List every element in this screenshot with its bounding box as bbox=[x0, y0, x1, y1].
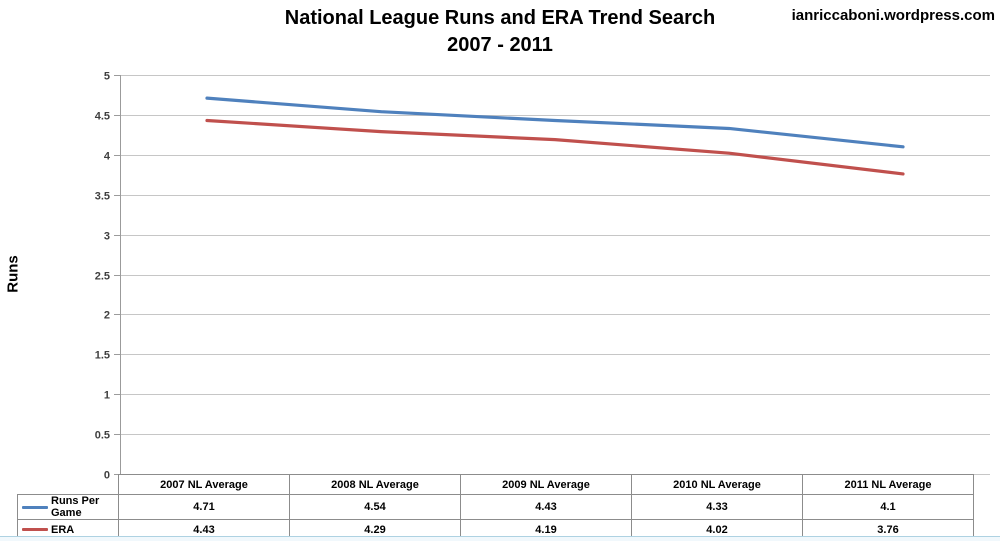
table-cell: 4.43 bbox=[460, 494, 632, 520]
chart-data-table: 2007 NL Average 2008 NL Average 2009 NL … bbox=[17, 474, 974, 540]
y-tick-label: 1.5 bbox=[95, 350, 110, 362]
series-line-era bbox=[205, 118, 905, 176]
column-header: 2007 NL Average bbox=[118, 474, 290, 495]
y-tick-label: 5 bbox=[104, 71, 110, 83]
series-line-runs-per-game bbox=[205, 96, 905, 149]
table-row: Runs Per Game 4.71 4.54 4.43 4.33 4.1 bbox=[17, 494, 974, 520]
series-line-swatch-icon bbox=[22, 505, 48, 509]
y-tick-label: 4 bbox=[104, 151, 111, 163]
table-corner-cell bbox=[18, 475, 119, 495]
column-header: 2008 NL Average bbox=[289, 474, 461, 495]
y-tick-label: 4.5 bbox=[95, 111, 110, 123]
window-bottom-edge bbox=[0, 536, 1000, 541]
table-cell: 4.71 bbox=[118, 494, 290, 520]
y-tick-label: 3.5 bbox=[95, 191, 110, 203]
series-line-swatch-icon bbox=[22, 528, 48, 531]
column-header: 2011 NL Average bbox=[802, 474, 974, 495]
legend-label: ERA bbox=[51, 523, 75, 536]
y-tick-label: 0.5 bbox=[95, 430, 110, 442]
y-tick-label: 1 bbox=[104, 390, 110, 402]
table-header-row: 2007 NL Average 2008 NL Average 2009 NL … bbox=[18, 474, 974, 495]
table-cell: 4.1 bbox=[802, 494, 974, 520]
column-header: 2009 NL Average bbox=[460, 474, 632, 495]
chart-title: National League Runs and ERA Trend Searc… bbox=[0, 5, 1000, 59]
legend-label: Runs Per Game bbox=[51, 495, 100, 519]
table-cell: 4.43 bbox=[118, 519, 290, 540]
y-tick-label: 3 bbox=[104, 231, 110, 243]
chart-title-line2: 2007 - 2011 bbox=[447, 34, 553, 56]
y-tick-label: 0 bbox=[104, 470, 110, 482]
column-header: 2010 NL Average bbox=[631, 474, 803, 495]
legend-item-runs-per-game: Runs Per Game bbox=[17, 494, 119, 520]
table-cell: 4.54 bbox=[289, 494, 461, 520]
table-row: ERA 4.43 4.29 4.19 4.02 3.76 bbox=[17, 519, 974, 540]
y-tick-label: 2 bbox=[104, 310, 110, 322]
watermark-text: ianriccaboni.wordpress.com bbox=[791, 7, 995, 24]
chart-title-line1: National League Runs and ERA Trend Searc… bbox=[284, 7, 716, 29]
y-tick-label: 2.5 bbox=[95, 271, 110, 283]
table-cell: 4.33 bbox=[631, 494, 803, 520]
